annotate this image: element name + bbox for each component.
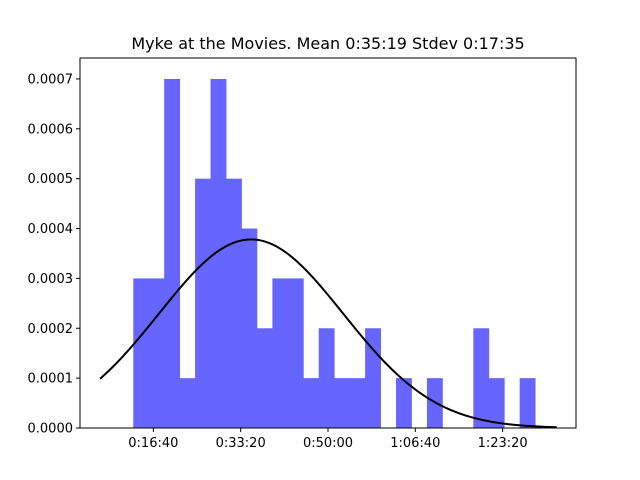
y-tick-label: 0.0002: [28, 322, 74, 337]
y-tick-label: 0.0006: [28, 122, 74, 137]
histogram-bar: [133, 278, 150, 428]
histogram-bar: [519, 378, 536, 428]
histogram-bar: [349, 378, 366, 428]
y-tick-label: 0.0007: [28, 72, 74, 87]
histogram-bar: [241, 228, 258, 428]
histogram-bar: [396, 378, 412, 428]
chart-title: Myke at the Movies. Mean 0:35:19 Stdev 0…: [131, 34, 524, 53]
histogram-bar: [318, 328, 335, 428]
curve-layer: [99, 238, 557, 429]
histogram-bar: [256, 328, 273, 428]
histogram-bar: [195, 178, 211, 428]
histogram-bar: [226, 178, 242, 428]
x-axis-ticks: 0:16:40 0:33:20 0:50:00 1:06:40 1:23:20: [128, 428, 528, 451]
x-tick-label: 0:50:00: [303, 436, 353, 451]
histogram-bar: [488, 378, 505, 428]
y-tick-label: 0.0005: [28, 172, 74, 187]
y-axis-ticks: 0.0000 0.0001 0.0002 0.0003 0.0004 0.0005 0.00…: [28, 72, 80, 437]
y-tick-label: 0.0000: [28, 422, 74, 437]
y-tick-label: 0.0004: [28, 222, 74, 237]
histogram-bar: [164, 78, 181, 428]
histogram-bar: [473, 328, 490, 428]
x-tick-label: 1:06:40: [390, 436, 440, 451]
histogram-bar: [210, 78, 227, 428]
y-tick-label: 0.0001: [28, 372, 74, 387]
x-tick-label: 1:23:20: [478, 436, 528, 451]
histogram-bar: [272, 278, 289, 428]
normal-distribution-curve: [99, 238, 557, 429]
histogram-bar: [148, 278, 165, 428]
histogram-bar: [287, 278, 304, 428]
histogram-bar: [179, 378, 196, 428]
histogram-bar: [303, 378, 320, 428]
histogram-bar: [334, 378, 351, 428]
x-tick-label: 0:33:20: [216, 436, 266, 451]
y-tick-label: 0.0003: [28, 272, 74, 287]
x-tick-label: 0:16:40: [128, 436, 178, 451]
